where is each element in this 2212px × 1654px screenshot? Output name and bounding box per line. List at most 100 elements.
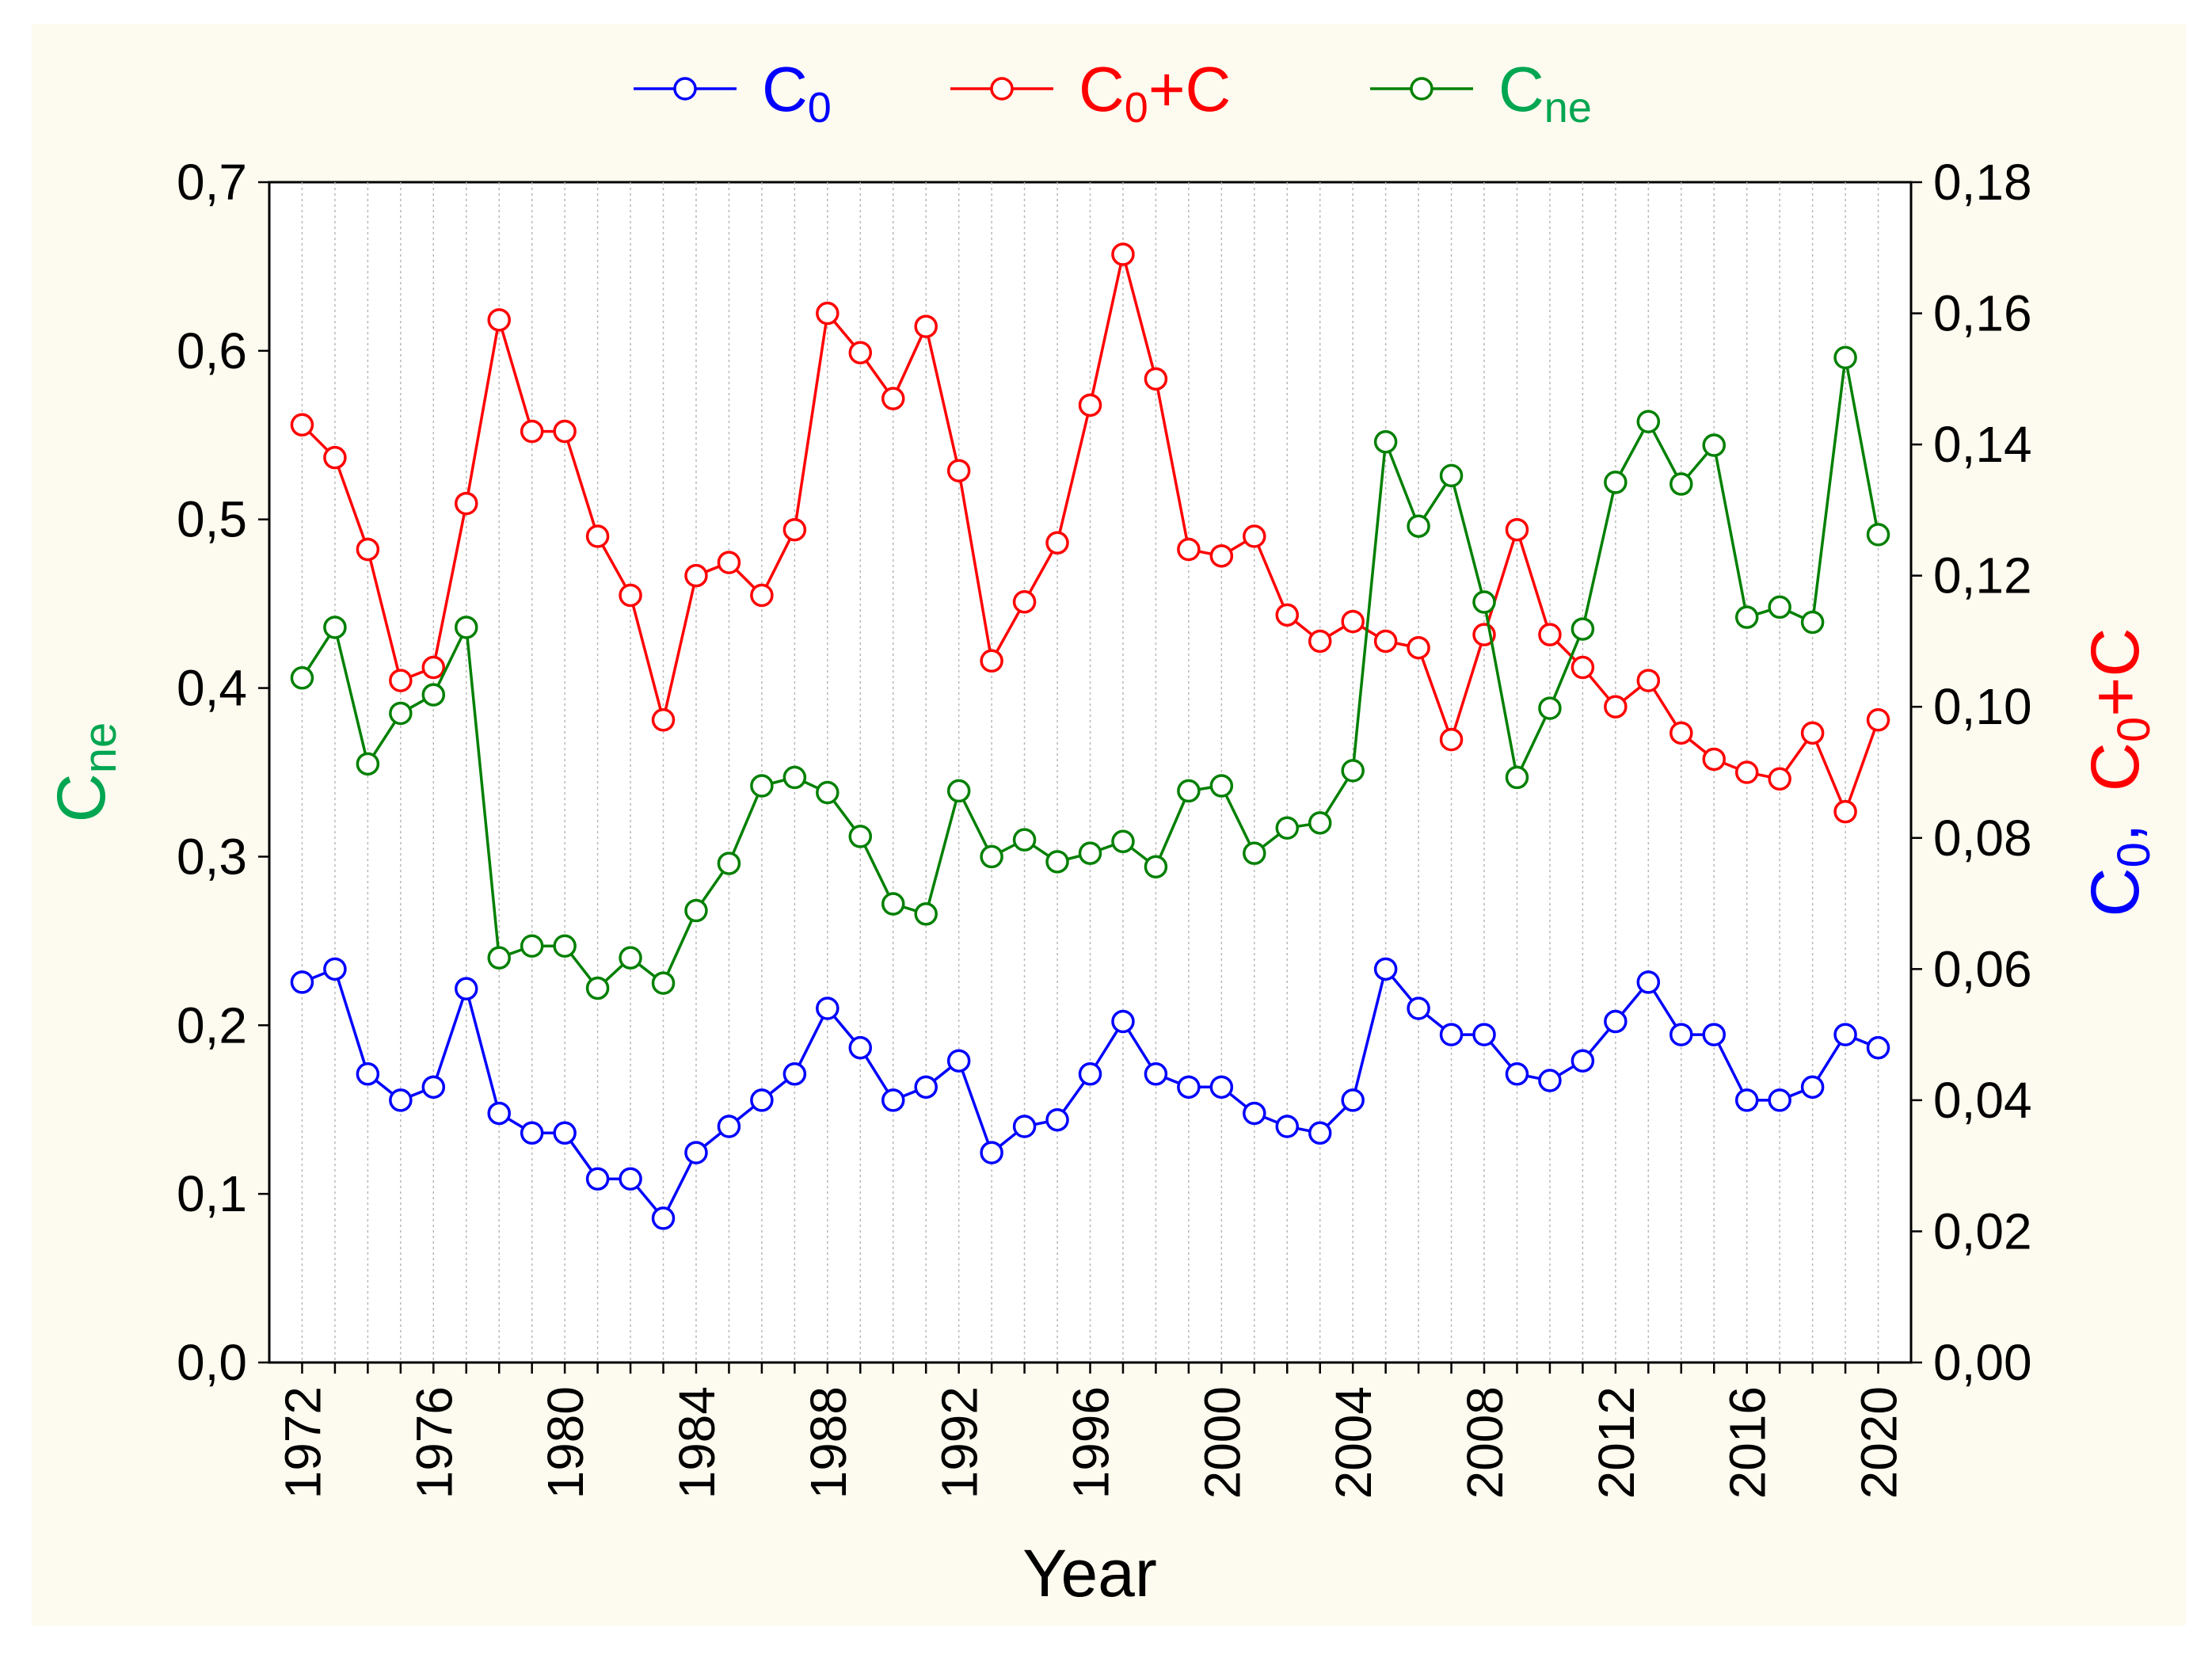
- x-tick-label: 1992: [931, 1386, 988, 1499]
- data-point: [750, 1088, 774, 1112]
- data-point: [816, 301, 839, 326]
- x-tick-label: 2000: [1194, 1386, 1251, 1499]
- data-point: [455, 977, 478, 1000]
- data-point: [1275, 816, 1300, 840]
- data-point: [651, 708, 676, 732]
- data-point: [1439, 1023, 1464, 1046]
- data-point: [585, 524, 610, 548]
- data-point: [323, 957, 347, 981]
- series-c0: [290, 957, 1890, 1230]
- legend-label: C0+C: [1079, 54, 1231, 131]
- x-tick-label: 1984: [668, 1386, 725, 1499]
- data-point: [356, 752, 380, 776]
- x-tick-label: 2008: [1456, 1386, 1513, 1499]
- data-point: [1045, 850, 1069, 874]
- series-c0-c: [290, 242, 1890, 824]
- data-point: [1341, 1088, 1365, 1112]
- legend-marker: [990, 77, 1014, 101]
- data-point: [619, 946, 642, 970]
- data-point: [356, 537, 380, 562]
- x-tick-label: 1988: [800, 1386, 857, 1499]
- y-left-title-main: C: [44, 773, 120, 822]
- y-right-title-comma: ,: [2077, 823, 2153, 842]
- legend-label-sub: 0: [808, 84, 832, 131]
- data-point: [1308, 1121, 1332, 1145]
- data-point: [1833, 799, 1857, 824]
- data-point: [1111, 829, 1135, 854]
- data-point: [1243, 841, 1266, 865]
- data-point: [1866, 523, 1890, 547]
- data-point: [1012, 590, 1037, 614]
- data-point: [684, 1141, 708, 1164]
- data-point: [816, 780, 839, 805]
- data-point: [782, 765, 807, 790]
- y-right-tick-label: 0,04: [1933, 1072, 2032, 1129]
- x-tick-label: 2004: [1325, 1386, 1382, 1499]
- data-point: [684, 563, 708, 588]
- data-point: [816, 997, 839, 1020]
- data-point: [750, 774, 774, 798]
- data-point: [1702, 747, 1726, 772]
- y-axis-left: 0,0 0,1 0,2 0,3 0,4 0,5 0,6 0,7: [177, 154, 269, 1391]
- y-right-title-c0c: C: [2077, 742, 2153, 791]
- data-point: [1768, 1088, 1791, 1112]
- y-left-tick-label: 0,2: [177, 997, 247, 1054]
- legend-marker: [1410, 77, 1433, 101]
- data-point: [487, 946, 511, 970]
- data-point: [290, 970, 314, 994]
- data-point: [1012, 828, 1037, 852]
- data-point: [750, 583, 774, 608]
- data-point: [1078, 1062, 1102, 1086]
- data-point: [881, 892, 905, 916]
- data-point: [684, 898, 708, 923]
- data-point: [1505, 1062, 1529, 1086]
- data-point: [1570, 655, 1595, 680]
- data-point: [1407, 514, 1430, 538]
- data-point: [421, 683, 446, 707]
- data-point: [1045, 531, 1069, 555]
- data-point: [782, 1062, 807, 1086]
- data-point: [717, 551, 741, 574]
- data-point: [980, 1141, 1003, 1164]
- x-tick-label: 2012: [1588, 1386, 1645, 1499]
- data-point: [1866, 1035, 1890, 1060]
- data-point: [914, 902, 938, 926]
- y-right-tick-label: 0,00: [1933, 1334, 2032, 1391]
- legend-label-suffix: +C: [1148, 54, 1232, 124]
- x-tick-label: 1976: [405, 1386, 463, 1499]
- data-point: [619, 1167, 642, 1191]
- x-tick-label: 2020: [1851, 1386, 1908, 1499]
- data-point: [323, 445, 347, 470]
- data-point: [455, 615, 478, 639]
- data-point: [1669, 721, 1693, 745]
- data-point: [553, 934, 577, 958]
- data-point: [1702, 433, 1726, 457]
- data-point: [1308, 629, 1332, 654]
- x-axis: 1972 1976 1980 1984 1988 1992 1996 2000 2004 2008…: [274, 1362, 1908, 1499]
- y-left-tick-label: 0,4: [177, 660, 247, 717]
- data-point: [881, 1088, 905, 1112]
- data-point: [717, 852, 741, 875]
- y-right-tick-label: 0,12: [1933, 547, 2032, 604]
- data-point: [1800, 610, 1825, 635]
- svg-text:C0,C0+C: C0,C0+C: [2077, 628, 2160, 917]
- data-point: [1373, 430, 1398, 454]
- data-point: [1177, 1075, 1201, 1099]
- data-point: [914, 1075, 938, 1099]
- data-point: [1341, 759, 1365, 783]
- data-point: [914, 314, 938, 338]
- data-point: [1636, 410, 1661, 434]
- series-layer: [290, 242, 1890, 1230]
- data-point: [1275, 1115, 1300, 1138]
- y-right-tick-label: 0,08: [1933, 810, 2032, 867]
- y-right-tick-label: 0,14: [1933, 416, 2032, 473]
- legend-label-main: C: [1079, 54, 1125, 124]
- data-point: [1078, 841, 1102, 865]
- legend-label-sub: 0: [1125, 84, 1148, 131]
- legend-label: Cne: [1498, 54, 1592, 131]
- x-axis-title: Year: [1022, 1536, 1157, 1610]
- data-point: [1472, 590, 1496, 614]
- data-point: [1439, 727, 1464, 752]
- y-left-tick-label: 0,6: [177, 322, 247, 379]
- data-point: [717, 1115, 741, 1138]
